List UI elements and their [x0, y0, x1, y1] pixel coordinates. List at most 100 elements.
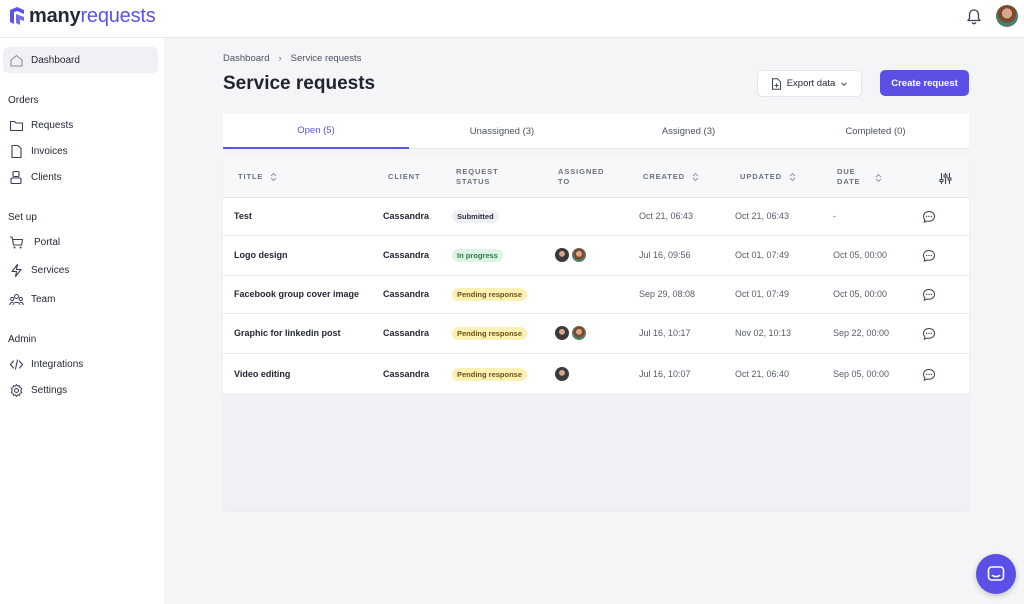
status-badge: Pending response	[452, 327, 528, 340]
column-header-updated[interactable]: UPDATED	[740, 172, 796, 182]
cell-title[interactable]: Logo design	[234, 250, 288, 260]
comment-icon[interactable]	[922, 249, 936, 263]
sidebar-item-portal[interactable]: Portal	[3, 229, 158, 255]
create-request-button[interactable]: Create request	[880, 70, 969, 96]
logo-mark-icon	[10, 7, 24, 25]
status-badge: Pending response	[452, 288, 528, 301]
tab-completed[interactable]: Completed (0)	[845, 126, 906, 137]
cell-created: Jul 16, 10:17	[639, 328, 691, 338]
team-icon	[9, 292, 24, 307]
sidebar-item-settings[interactable]: Settings	[3, 377, 158, 403]
sidebar-item-label: Integrations	[31, 358, 84, 370]
home-icon	[9, 53, 24, 68]
cell-title[interactable]: Video editing	[234, 369, 291, 379]
section-label-orders: Orders	[8, 95, 39, 106]
section-label-admin: Admin	[8, 334, 37, 345]
status-tabs: Open (5) Unassigned (3) Assigned (3) Com…	[223, 114, 969, 149]
cell-due-date: Oct 05, 00:00	[833, 289, 888, 299]
sidebar-item-clients[interactable]: Clients	[3, 164, 158, 190]
table-row[interactable]: Test Cassandra Submitted Oct 21, 06:43 O…	[223, 198, 969, 236]
assignee-avatar[interactable]	[572, 326, 586, 340]
sidebar-item-requests[interactable]: Requests	[3, 112, 158, 138]
chevron-right-icon: ›	[278, 53, 282, 64]
column-header-title[interactable]: TITLE	[238, 172, 277, 182]
cell-client: Cassandra	[383, 369, 430, 379]
cell-client: Cassandra	[383, 328, 430, 338]
sort-icon	[692, 172, 699, 182]
column-settings-icon[interactable]	[939, 172, 952, 185]
cell-updated: Oct 21, 06:40	[735, 369, 790, 379]
table-row[interactable]: Graphic for linkedin post Cassandra Pend…	[223, 314, 969, 354]
table-row[interactable]: Video editing Cassandra Pending response…	[223, 354, 969, 395]
brand-logo[interactable]: manyrequests	[8, 6, 156, 26]
sidebar-item-services[interactable]: Services	[3, 257, 158, 283]
column-header-due-date[interactable]: DUE DATE	[837, 167, 861, 186]
cell-updated: Oct 21, 06:43	[735, 211, 790, 221]
sort-icon	[271, 172, 277, 182]
breadcrumb-root[interactable]: Dashboard	[223, 53, 270, 64]
logo-text-many: many	[29, 5, 81, 27]
section-label-setup: Set up	[8, 212, 37, 223]
status-badge: Pending response	[452, 368, 528, 381]
file-icon	[771, 77, 781, 90]
sort-icon[interactable]	[875, 173, 882, 183]
cell-client: Cassandra	[383, 211, 430, 221]
cell-created: Jul 16, 09:56	[639, 250, 691, 260]
code-icon	[9, 357, 24, 372]
cell-created: Jul 16, 10:07	[639, 369, 691, 379]
export-data-label: Export data	[786, 78, 836, 89]
cell-title[interactable]: Test	[234, 211, 252, 221]
cell-due-date: -	[833, 211, 836, 221]
assignee-avatar[interactable]	[555, 248, 569, 262]
table-row[interactable]: Logo design Cassandra In progress Jul 16…	[223, 236, 969, 276]
top-bar: manyrequests	[0, 0, 1024, 38]
cell-client: Cassandra	[383, 289, 430, 299]
table-header: TITLE CLIENT REQUEST STATUS ASSIGNED TO …	[223, 158, 969, 198]
logo-text-requests: requests	[80, 5, 156, 27]
assignee-avatar[interactable]	[572, 248, 586, 262]
sidebar-item-team[interactable]: Team	[3, 286, 158, 312]
sidebar: Dashboard Orders Requests Invoices Clien…	[0, 38, 164, 604]
sidebar-item-integrations[interactable]: Integrations	[3, 351, 158, 377]
cell-updated: Nov 02, 10:13	[735, 328, 792, 338]
column-header-created[interactable]: CREATED	[643, 172, 699, 182]
bell-icon[interactable]	[964, 7, 984, 27]
comment-icon[interactable]	[922, 288, 936, 302]
cell-due-date: Oct 05, 00:00	[833, 250, 888, 260]
cell-due-date: Sep 22, 00:00	[833, 328, 890, 338]
support-chat-button[interactable]	[976, 554, 1016, 594]
cart-icon	[9, 235, 24, 250]
chevron-down-icon	[841, 81, 848, 86]
user-avatar[interactable]	[996, 5, 1018, 27]
breadcrumb: Dashboard › Service requests	[223, 53, 361, 64]
sidebar-item-invoices[interactable]: Invoices	[3, 138, 158, 164]
column-header-client: CLIENT	[388, 172, 421, 181]
breadcrumb-current: Service requests	[290, 53, 362, 64]
comment-icon[interactable]	[922, 368, 936, 382]
cell-created: Sep 29, 08:08	[639, 289, 696, 299]
cell-title[interactable]: Facebook group cover image	[234, 289, 360, 299]
column-header-assigned-to: ASSIGNED TO	[558, 167, 605, 186]
sidebar-item-label: Dashboard	[31, 54, 80, 66]
tab-assigned[interactable]: Assigned (3)	[661, 126, 716, 137]
column-header-request-status: REQUEST STATUS	[456, 167, 499, 186]
tab-open[interactable]: Open (5)	[223, 114, 409, 149]
requests-table: TITLE CLIENT REQUEST STATUS ASSIGNED TO …	[223, 158, 969, 510]
comment-icon[interactable]	[922, 327, 936, 341]
assignee-avatar[interactable]	[555, 326, 569, 340]
export-data-button[interactable]: Export data	[757, 70, 862, 97]
cell-created: Oct 21, 06:43	[639, 211, 694, 221]
status-badge: In progress	[452, 249, 503, 262]
sidebar-item-label: Portal	[34, 236, 61, 248]
sidebar-item-dashboard[interactable]: Dashboard	[3, 47, 158, 73]
sidebar-item-label: Services	[31, 264, 70, 276]
cell-title[interactable]: Graphic for linkedin post	[234, 328, 341, 338]
cell-updated: Oct 01, 07:49	[735, 289, 790, 299]
assignee-avatar[interactable]	[555, 367, 569, 381]
cell-updated: Oct 01, 07:49	[735, 250, 790, 260]
table-row[interactable]: Facebook group cover image Cassandra Pen…	[223, 276, 969, 314]
tab-unassigned[interactable]: Unassigned (3)	[469, 126, 535, 137]
comment-icon[interactable]	[922, 210, 936, 224]
sidebar-item-label: Team	[31, 293, 56, 305]
sidebar-item-label: Invoices	[31, 145, 68, 157]
